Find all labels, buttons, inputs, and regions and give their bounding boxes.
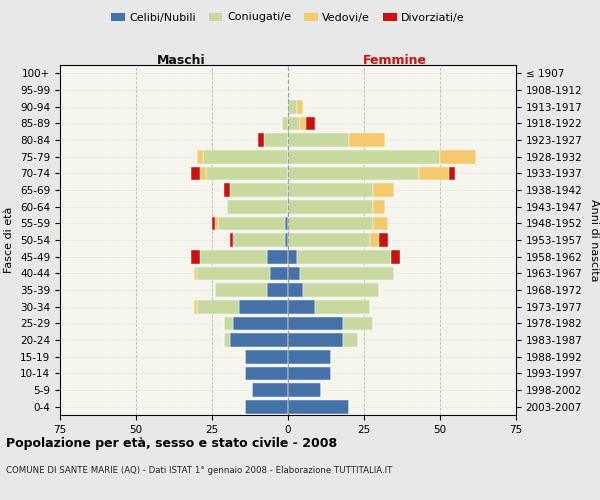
- Bar: [230, 233, 233, 247]
- Bar: [419, 166, 449, 180]
- Bar: [197, 300, 239, 314]
- Bar: [288, 283, 303, 297]
- Bar: [200, 166, 206, 180]
- Bar: [349, 133, 385, 147]
- Bar: [288, 400, 349, 413]
- Bar: [191, 250, 200, 264]
- Bar: [288, 183, 373, 197]
- Bar: [230, 333, 288, 347]
- Bar: [288, 316, 343, 330]
- Bar: [288, 233, 370, 247]
- Bar: [267, 283, 288, 297]
- Bar: [440, 150, 476, 164]
- Text: Popolazione per età, sesso e stato civile - 2008: Popolazione per età, sesso e stato civil…: [6, 438, 337, 450]
- Bar: [288, 116, 300, 130]
- Y-axis label: Anni di nascita: Anni di nascita: [589, 198, 599, 281]
- Bar: [373, 200, 385, 213]
- Bar: [391, 250, 400, 264]
- Bar: [285, 216, 288, 230]
- Text: Femmine: Femmine: [362, 54, 427, 66]
- Bar: [288, 266, 300, 280]
- Bar: [343, 333, 358, 347]
- Bar: [224, 316, 233, 330]
- Legend: Celibi/Nubili, Coniugati/e, Vedovi/e, Divorziati/e: Celibi/Nubili, Coniugati/e, Vedovi/e, Di…: [107, 8, 469, 27]
- Bar: [297, 100, 303, 114]
- Bar: [251, 383, 288, 397]
- Bar: [194, 300, 197, 314]
- Bar: [267, 250, 288, 264]
- Bar: [297, 250, 391, 264]
- Bar: [316, 300, 370, 314]
- Bar: [288, 383, 322, 397]
- Bar: [285, 233, 288, 247]
- Bar: [373, 216, 388, 230]
- Bar: [257, 133, 263, 147]
- Bar: [370, 233, 379, 247]
- Bar: [263, 133, 288, 147]
- Bar: [215, 216, 218, 230]
- Bar: [288, 133, 349, 147]
- Bar: [191, 166, 200, 180]
- Bar: [343, 316, 373, 330]
- Bar: [288, 333, 343, 347]
- Bar: [288, 166, 419, 180]
- Bar: [303, 283, 379, 297]
- Bar: [245, 366, 288, 380]
- Bar: [270, 266, 288, 280]
- Bar: [288, 200, 373, 213]
- Bar: [200, 250, 267, 264]
- Bar: [233, 316, 288, 330]
- Bar: [227, 200, 288, 213]
- Text: Maschi: Maschi: [157, 54, 206, 66]
- Bar: [288, 366, 331, 380]
- Bar: [218, 216, 285, 230]
- Bar: [203, 150, 288, 164]
- Bar: [288, 250, 297, 264]
- Bar: [306, 116, 316, 130]
- Bar: [194, 266, 197, 280]
- Bar: [215, 283, 267, 297]
- Bar: [373, 183, 394, 197]
- Text: COMUNE DI SANTE MARIE (AQ) - Dati ISTAT 1° gennaio 2008 - Elaborazione TUTTITALI: COMUNE DI SANTE MARIE (AQ) - Dati ISTAT …: [6, 466, 392, 475]
- Bar: [288, 216, 373, 230]
- Bar: [212, 216, 215, 230]
- Bar: [379, 233, 388, 247]
- Bar: [288, 300, 316, 314]
- Bar: [288, 350, 331, 364]
- Bar: [245, 350, 288, 364]
- Bar: [230, 183, 288, 197]
- Bar: [233, 233, 285, 247]
- Y-axis label: Fasce di età: Fasce di età: [4, 207, 14, 273]
- Bar: [239, 300, 288, 314]
- Bar: [282, 116, 288, 130]
- Bar: [300, 116, 306, 130]
- Bar: [197, 266, 270, 280]
- Bar: [224, 183, 230, 197]
- Bar: [300, 266, 394, 280]
- Bar: [197, 150, 203, 164]
- Bar: [206, 166, 288, 180]
- Bar: [288, 150, 440, 164]
- Bar: [449, 166, 455, 180]
- Bar: [224, 333, 230, 347]
- Bar: [288, 100, 297, 114]
- Bar: [245, 400, 288, 413]
